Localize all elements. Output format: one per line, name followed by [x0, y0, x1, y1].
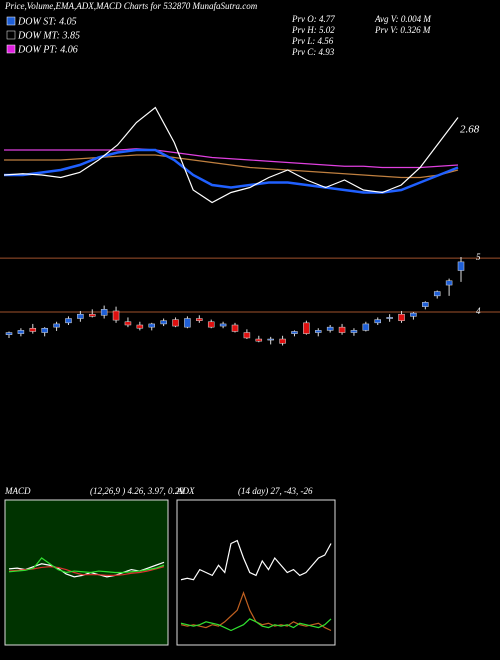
candle-body — [410, 312, 417, 317]
candle-body — [29, 327, 37, 332]
legend-label: DOW ST: 4.05 — [17, 16, 77, 27]
y-tick-label: 5 — [476, 252, 481, 262]
candle-body — [196, 318, 203, 321]
info: Avg V: 0.004 M — [374, 14, 431, 24]
candle-body — [41, 327, 48, 333]
candle-body — [53, 323, 60, 328]
candle-body — [398, 313, 405, 321]
info: Prv H: 5.02 — [291, 25, 335, 35]
candle-body — [279, 338, 286, 344]
panel-subtitle: (14 day) 27, -43, -26 — [238, 486, 313, 496]
series-line — [4, 148, 459, 169]
series-line — [180, 618, 332, 632]
info: Prv C: 4.93 — [291, 47, 335, 57]
candle-body — [374, 319, 381, 324]
series-line — [180, 539, 332, 581]
candle-body — [350, 330, 358, 333]
candle-body — [445, 280, 453, 286]
candle-body — [160, 320, 167, 325]
candle-body — [267, 338, 274, 341]
candle-body — [315, 330, 322, 333]
candle-body — [457, 261, 465, 271]
info: Prv O: 4.77 — [291, 14, 335, 24]
candle-body — [65, 318, 72, 324]
candle-body — [89, 313, 96, 317]
candle-body — [17, 330, 25, 334]
info: Prv V: 0.326 M — [374, 25, 431, 35]
candle-body — [386, 317, 393, 319]
candle-body — [5, 332, 13, 335]
candle-body — [422, 302, 429, 307]
legend-swatch — [6, 30, 16, 40]
candle-body — [433, 291, 441, 297]
candle-body — [100, 309, 108, 316]
panel-background — [176, 499, 336, 646]
candle-body — [326, 326, 334, 331]
candle-body — [172, 319, 179, 327]
page-title: Price,Volume,EMA,ADX,MACD Charts for 532… — [4, 1, 258, 11]
panel-title: MACD — [4, 486, 31, 496]
series-line — [8, 566, 165, 577]
candle-body — [219, 323, 227, 327]
panel-title: ADX — [176, 486, 195, 496]
candle-body — [77, 313, 84, 319]
candle-body — [136, 324, 144, 329]
legend-swatch — [6, 16, 16, 26]
candle-body — [303, 322, 310, 334]
candle-body — [112, 310, 120, 321]
candle-body — [291, 331, 298, 334]
candle-body — [255, 338, 263, 342]
candle-body — [243, 332, 251, 339]
series-line — [4, 154, 459, 179]
candle-body — [362, 323, 370, 331]
legend-swatch — [6, 44, 16, 54]
candle-body — [231, 324, 239, 332]
series-line — [8, 557, 165, 574]
info: Prv L: 4.56 — [291, 36, 334, 46]
legend-label: DOW PT: 4.06 — [17, 44, 78, 55]
legend-label: DOW MT: 3.85 — [17, 30, 80, 41]
annotation: 2.68 — [460, 124, 480, 136]
y-tick-label: 4 — [476, 306, 481, 316]
series-line — [3, 106, 459, 204]
candle-body — [207, 321, 215, 328]
candle-body — [124, 321, 132, 326]
candle-body — [338, 326, 346, 333]
panel-subtitle: (12,26,9 ) 4.26, 3.97, 0.29 — [90, 486, 184, 496]
candle-body — [184, 318, 191, 328]
candle-body — [148, 323, 155, 328]
